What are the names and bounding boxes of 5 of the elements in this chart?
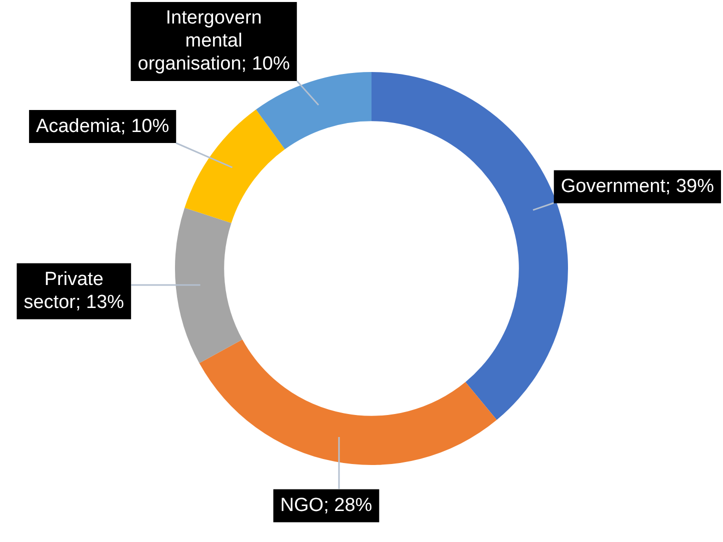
- slice-label: Intergovernmental organisation; 10%: [138, 8, 290, 75]
- slice-label: Private sector; 13%: [24, 268, 124, 313]
- slice-label: Government; 39%: [560, 176, 714, 197]
- slice-label: NGO; 28%: [280, 494, 372, 516]
- slice-label: Academia; 10%: [36, 116, 170, 137]
